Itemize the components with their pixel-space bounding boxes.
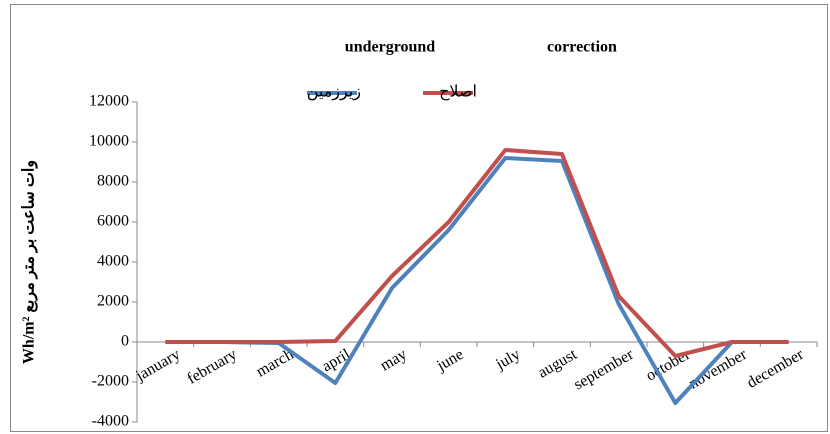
x-tick-label: december <box>744 346 807 392</box>
chart-border <box>10 4 828 432</box>
x-tick-label: june <box>433 346 466 375</box>
x-tick-label: july <box>492 346 523 374</box>
y-axis-label: Wh/m² وات ساعت بر متر مربع <box>21 160 39 364</box>
series-line <box>165 148 789 358</box>
title-right: correction <box>547 39 617 56</box>
x-tick-label: january <box>132 346 183 385</box>
legend-label: زیرزمین <box>307 84 361 101</box>
x-tick-label: august <box>535 346 580 382</box>
x-tick-label: february <box>184 346 239 388</box>
title-left: underground <box>345 39 436 56</box>
y-tick-label: 12000 <box>89 93 129 110</box>
y-tick-label: 4000 <box>97 253 129 270</box>
x-tick-label: may <box>377 346 409 374</box>
y-tick-label: 10000 <box>89 133 129 150</box>
legend-label: اصلاح <box>439 84 477 101</box>
y-tick-label: 0 <box>121 333 129 350</box>
y-tick-label: 2000 <box>97 293 129 310</box>
y-tick-label: -4000 <box>92 413 129 430</box>
y-tick-label: -2000 <box>92 373 129 390</box>
x-tick-label: september <box>571 346 637 394</box>
y-tick-label: 6000 <box>97 213 129 230</box>
y-tick-label: 8000 <box>97 173 129 190</box>
